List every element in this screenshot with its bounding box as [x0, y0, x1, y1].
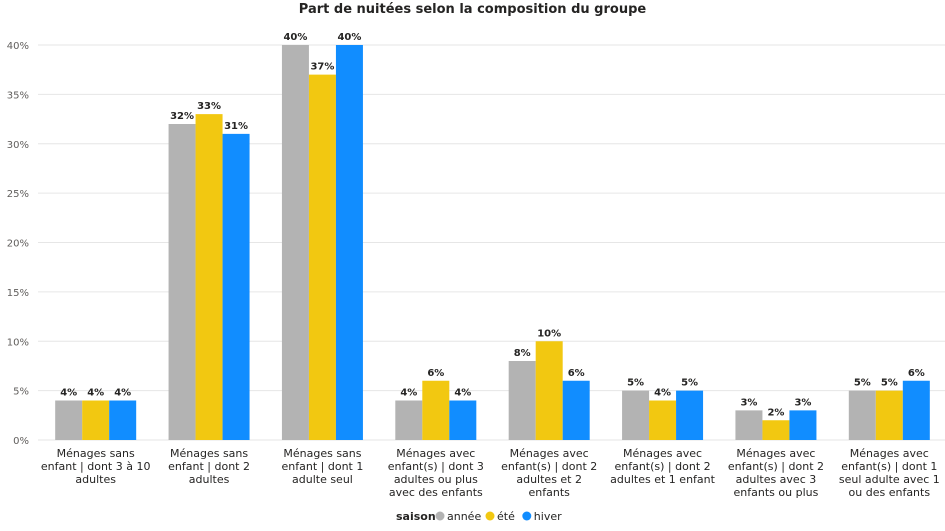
data-label: 40%	[337, 32, 361, 43]
data-label: 3%	[740, 397, 757, 408]
bar[interactable]	[109, 400, 137, 441]
data-label: 2%	[767, 407, 784, 418]
bar[interactable]	[308, 74, 336, 440]
x-tick-label: Ménages sans enfant | dont 3 à 10 adultes	[41, 447, 151, 486]
y-axis: 0% 5% 10% 15% 20% 25% 30% 35% 40%	[7, 41, 29, 447]
data-label: 10%	[537, 328, 561, 339]
data-label: 31%	[224, 121, 248, 132]
data-label: 40%	[283, 32, 307, 43]
data-label: 4%	[654, 388, 671, 399]
data-label: 5%	[627, 378, 644, 389]
bar[interactable]	[535, 341, 563, 440]
y-tick-label: 25%	[7, 189, 29, 200]
legend-label[interactable]: été	[497, 510, 515, 523]
data-label: 33%	[197, 101, 221, 112]
bar[interactable]	[875, 390, 903, 440]
x-tick-label: Ménages avec enfant(s) | dont 2 adultes av…	[728, 447, 824, 499]
y-tick-label: 10%	[7, 337, 29, 348]
data-label: 37%	[310, 62, 334, 73]
y-tick-label: 15%	[7, 288, 29, 299]
legend-marker	[485, 511, 495, 521]
x-tick-label: Ménages avec enfant(s) | dont 1 seul adult…	[839, 447, 940, 499]
legend-title: saison	[396, 510, 436, 523]
bar[interactable]	[902, 380, 930, 440]
bar[interactable]	[168, 124, 196, 440]
x-axis: Ménages sans enfant | dont 3 à 10 adultes M…	[41, 447, 940, 499]
data-label: 6%	[908, 368, 925, 379]
bar[interactable]	[281, 45, 309, 440]
data-label: 8%	[514, 348, 531, 359]
bar[interactable]	[562, 380, 590, 440]
y-tick-label: 35%	[7, 90, 29, 101]
y-tick-label: 0%	[13, 436, 29, 447]
x-tick-label: Ménages avec enfant(s) | dont 2 adultes et…	[610, 447, 715, 486]
grid-lines	[38, 44, 945, 441]
data-label: 4%	[114, 388, 131, 399]
bar[interactable]	[649, 400, 677, 441]
bar[interactable]	[848, 390, 876, 440]
bar[interactable]	[82, 400, 110, 441]
data-labels: 4% 4% 4% 32%33%31% 40% 37% 40% 4% 6% 4% 8% 10% 6% 5% 4…	[60, 32, 925, 418]
data-label: 3%	[794, 397, 811, 408]
legend: saison année été hiver	[396, 510, 562, 523]
bar[interactable]	[222, 133, 250, 440]
bar[interactable]	[735, 410, 763, 440]
data-label: 4%	[454, 388, 471, 399]
y-tick-label: 30%	[7, 140, 29, 151]
y-tick-label: 20%	[7, 239, 29, 250]
data-label: 5%	[854, 378, 871, 389]
data-label: 4%	[60, 388, 77, 399]
data-label: 5%	[881, 378, 898, 389]
data-label: 6%	[427, 368, 444, 379]
legend-label[interactable]: année	[447, 510, 481, 523]
bar[interactable]	[422, 380, 450, 440]
data-label: 6%	[568, 368, 585, 379]
bars	[55, 45, 930, 440]
bar[interactable]	[762, 420, 790, 440]
bar[interactable]	[622, 390, 650, 440]
y-tick-label: 40%	[7, 41, 29, 52]
legend-label[interactable]: hiver	[534, 510, 562, 523]
bar[interactable]	[195, 114, 223, 440]
legend-marker	[435, 511, 445, 521]
bar[interactable]	[395, 400, 423, 441]
x-tick-label: Ménages sans enfant | dont 1 adulte seul	[282, 447, 364, 486]
bar[interactable]	[789, 410, 817, 440]
bar[interactable]	[449, 400, 477, 441]
chart-title: Part de nuitées selon la composition du …	[298, 2, 647, 17]
bar[interactable]	[55, 400, 83, 441]
data-label: 4%	[87, 388, 104, 399]
bar[interactable]	[508, 361, 536, 440]
bar[interactable]	[676, 390, 704, 440]
data-label: 4%	[400, 388, 417, 399]
x-tick-label: Ménages avec enfant(s) | dont 2 adultes et…	[501, 447, 597, 499]
x-tick-label: Ménages sans enfant | dont 2 adultes	[168, 447, 250, 486]
x-tick-label: Ménages avec enfant(s) | dont 3 adultes ou…	[388, 447, 484, 499]
data-label: 32%	[170, 111, 194, 122]
legend-marker	[522, 511, 532, 521]
y-tick-label: 5%	[13, 387, 29, 398]
bar[interactable]	[335, 45, 363, 440]
data-label: 5%	[681, 378, 698, 389]
